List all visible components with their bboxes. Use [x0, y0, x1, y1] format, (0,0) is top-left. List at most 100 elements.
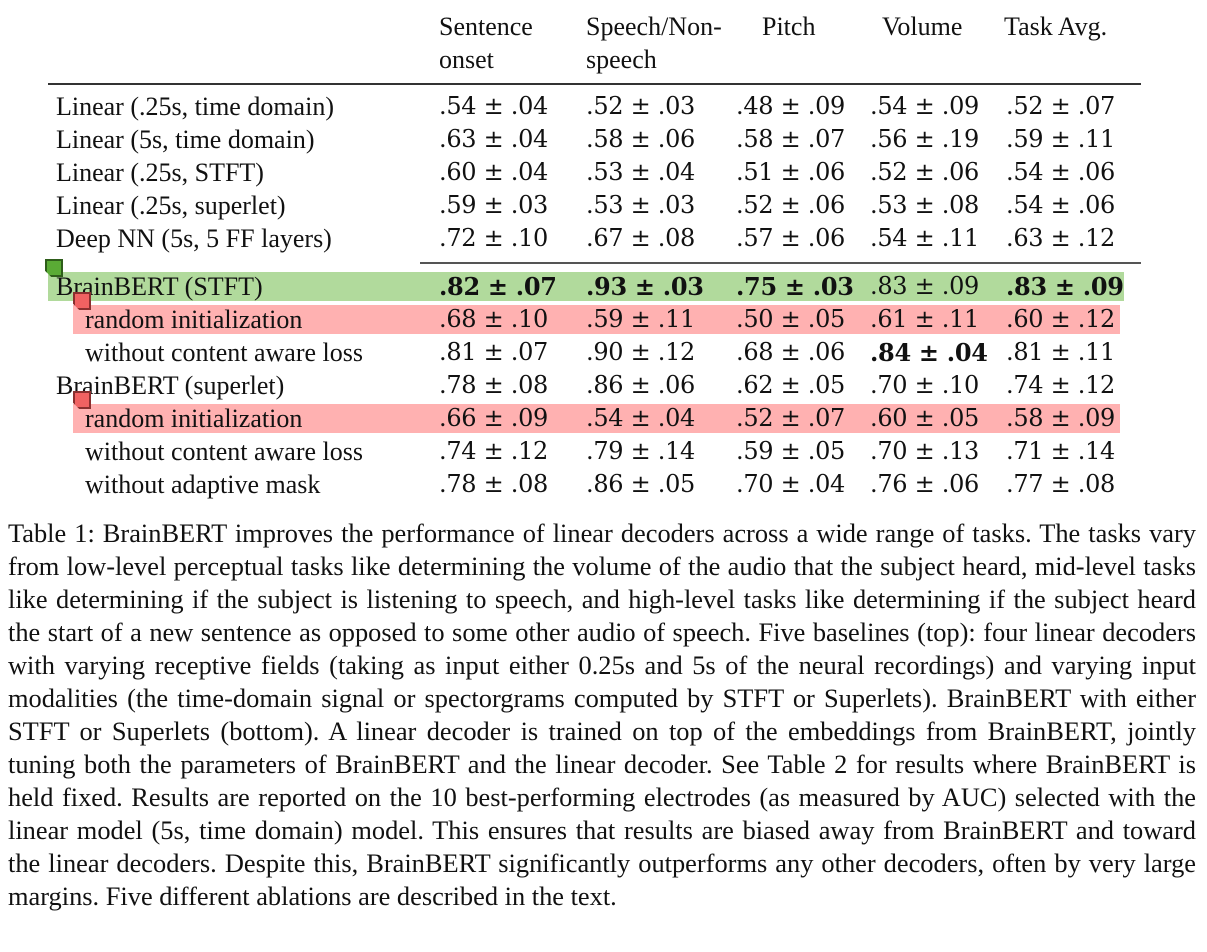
cell-speech-nonspeech: .53 ± .03 — [586, 191, 696, 219]
table-row-brainbert-stft: BrainBERT (STFT) .82 ± .07 .93 ± .03 .75… — [0, 270, 1207, 303]
row-label: without content aware loss — [85, 338, 363, 367]
cell-pitch: .48 ± .09 — [736, 92, 846, 120]
cell-volume: .54 ± .11 — [870, 224, 980, 252]
cell-pitch: .52 ± .06 — [736, 191, 846, 219]
cell-sentence-onset: .63 ± .04 — [439, 125, 549, 153]
row-label: Linear (.25s, STFT) — [56, 158, 264, 187]
cell-task-avg: .63 ± .12 — [1006, 224, 1116, 252]
cell-task-avg: .83 ± .09 — [1006, 272, 1124, 301]
cell-pitch: .52 ± .07 — [736, 404, 846, 432]
cell-speech-nonspeech: .93 ± .03 — [586, 272, 704, 301]
cell-pitch: .62 ± .05 — [736, 371, 846, 399]
cell-task-avg: .52 ± .07 — [1006, 92, 1116, 120]
cell-volume: .52 ± .06 — [870, 158, 980, 186]
highlight-pink-random-init-superlet — [73, 404, 1120, 433]
cell-volume: .56 ± .19 — [870, 125, 980, 153]
cell-sentence-onset: .54 ± .04 — [439, 92, 549, 120]
row-label: Linear (.25s, superlet) — [56, 191, 286, 220]
highlight-green-brainbert-stft — [48, 272, 1124, 301]
col-header-speech-nonspeech: Speech/Non- speech — [586, 10, 722, 76]
cell-sentence-onset: .78 ± .08 — [439, 470, 549, 498]
cell-volume: .54 ± .09 — [870, 92, 980, 120]
cell-volume: .60 ± .05 — [870, 404, 980, 432]
cell-sentence-onset: .66 ± .09 — [439, 404, 549, 432]
cell-task-avg: .58 ± .09 — [1006, 404, 1116, 432]
mid-rule — [420, 262, 1141, 264]
cell-speech-nonspeech: .58 ± .06 — [586, 125, 696, 153]
cell-sentence-onset: .81 ± .07 — [439, 338, 549, 366]
row-label: Deep NN (5s, 5 FF layers) — [56, 224, 332, 253]
col-header-line1: Speech/Non- — [586, 12, 722, 41]
cell-volume: .83 ± .09 — [870, 272, 980, 300]
col-header-line1: Sentence — [439, 12, 533, 41]
cell-pitch: .59 ± .05 — [736, 437, 846, 465]
table-row-ablation: without content aware loss .81 ± .07 .90… — [0, 336, 1207, 369]
cell-task-avg: .71 ± .14 — [1006, 437, 1116, 465]
cell-speech-nonspeech: .67 ± .08 — [586, 224, 696, 252]
cell-speech-nonspeech: .79 ± .14 — [586, 437, 696, 465]
cell-sentence-onset: .74 ± .12 — [439, 437, 549, 465]
cell-task-avg: .74 ± .12 — [1006, 371, 1116, 399]
cell-speech-nonspeech: .53 ± .04 — [586, 158, 696, 186]
cell-task-avg: .54 ± .06 — [1006, 191, 1116, 219]
col-header-pitch: Pitch — [762, 10, 815, 43]
cell-task-avg: .59 ± .11 — [1006, 125, 1116, 153]
cell-speech-nonspeech: .52 ± .03 — [586, 92, 696, 120]
highlight-pink-random-init-stft — [73, 305, 1120, 334]
cell-volume: .61 ± .11 — [870, 305, 980, 333]
cell-speech-nonspeech: .86 ± .05 — [586, 470, 696, 498]
table-row-baseline: Deep NN (5s, 5 FF layers) .72 ± .10 .67 … — [0, 222, 1207, 255]
col-header-task-avg: Task Avg. — [1004, 10, 1107, 43]
cell-volume: .70 ± .13 — [870, 437, 980, 465]
cell-speech-nonspeech: .59 ± .11 — [586, 305, 696, 333]
cell-speech-nonspeech: .54 ± .04 — [586, 404, 696, 432]
table-row-baseline: Linear (.25s, STFT) .60 ± .04 .53 ± .04 … — [0, 156, 1207, 189]
cell-sentence-onset: .60 ± .04 — [439, 158, 549, 186]
cell-sentence-onset: .59 ± .03 — [439, 191, 549, 219]
row-label: without adaptive mask — [85, 470, 321, 499]
cell-speech-nonspeech: .90 ± .12 — [586, 338, 696, 366]
row-label: Linear (5s, time domain) — [56, 125, 315, 154]
table-row-brainbert-superlet: BrainBERT (superlet) .78 ± .08 .86 ± .06… — [0, 369, 1207, 402]
table-row-baseline: Linear (.25s, superlet) .59 ± .03 .53 ± … — [0, 189, 1207, 222]
annotation-note-red-icon[interactable] — [73, 391, 91, 409]
cell-task-avg: .60 ± .12 — [1006, 305, 1116, 333]
cell-sentence-onset: .82 ± .07 — [439, 272, 557, 301]
col-header-line1: Task Avg. — [1004, 12, 1108, 41]
cell-volume: .84 ± .04 — [870, 338, 988, 367]
cell-task-avg: .77 ± .08 — [1006, 470, 1116, 498]
col-header-line2: onset — [439, 45, 494, 74]
cell-sentence-onset: .78 ± .08 — [439, 371, 549, 399]
top-rule — [48, 83, 1141, 85]
table-row-ablation: random initialization .68 ± .10 .59 ± .1… — [0, 303, 1207, 336]
annotation-note-red-icon[interactable] — [73, 292, 91, 310]
cell-sentence-onset: .72 ± .10 — [439, 224, 549, 252]
cell-pitch: .75 ± .03 — [736, 272, 854, 301]
annotation-note-green-icon[interactable] — [45, 259, 63, 277]
row-label: random initialization — [85, 404, 303, 433]
col-header-volume: Volume — [882, 10, 962, 43]
col-header-sentence-onset: Sentence onset — [439, 10, 533, 76]
cell-task-avg: .54 ± .06 — [1006, 158, 1116, 186]
row-label: without content aware loss — [85, 437, 363, 466]
cell-volume: .76 ± .06 — [870, 470, 980, 498]
row-label: BrainBERT (superlet) — [56, 371, 285, 400]
cell-pitch: .57 ± .06 — [736, 224, 846, 252]
cell-sentence-onset: .68 ± .10 — [439, 305, 549, 333]
row-label: Linear (.25s, time domain) — [56, 92, 334, 121]
cell-pitch: .68 ± .06 — [736, 338, 846, 366]
cell-task-avg: .81 ± .11 — [1006, 338, 1116, 366]
col-header-line1: Pitch — [762, 12, 816, 41]
table-row-baseline: Linear (5s, time domain) .63 ± .04 .58 ±… — [0, 123, 1207, 156]
col-header-line1: Volume — [882, 12, 963, 41]
cell-pitch: .70 ± .04 — [736, 470, 846, 498]
cell-volume: .53 ± .08 — [870, 191, 980, 219]
cell-pitch: .50 ± .05 — [736, 305, 846, 333]
cell-speech-nonspeech: .86 ± .06 — [586, 371, 696, 399]
cell-pitch: .58 ± .07 — [736, 125, 846, 153]
table-row-ablation: random initialization .66 ± .09 .54 ± .0… — [0, 402, 1207, 435]
table-row-ablation: without adaptive mask .78 ± .08 .86 ± .0… — [0, 468, 1207, 501]
cell-volume: .70 ± .10 — [870, 371, 980, 399]
table-row-ablation: without content aware loss .74 ± .12 .79… — [0, 435, 1207, 468]
table-row-baseline: Linear (.25s, time domain) .54 ± .04 .52… — [0, 90, 1207, 123]
